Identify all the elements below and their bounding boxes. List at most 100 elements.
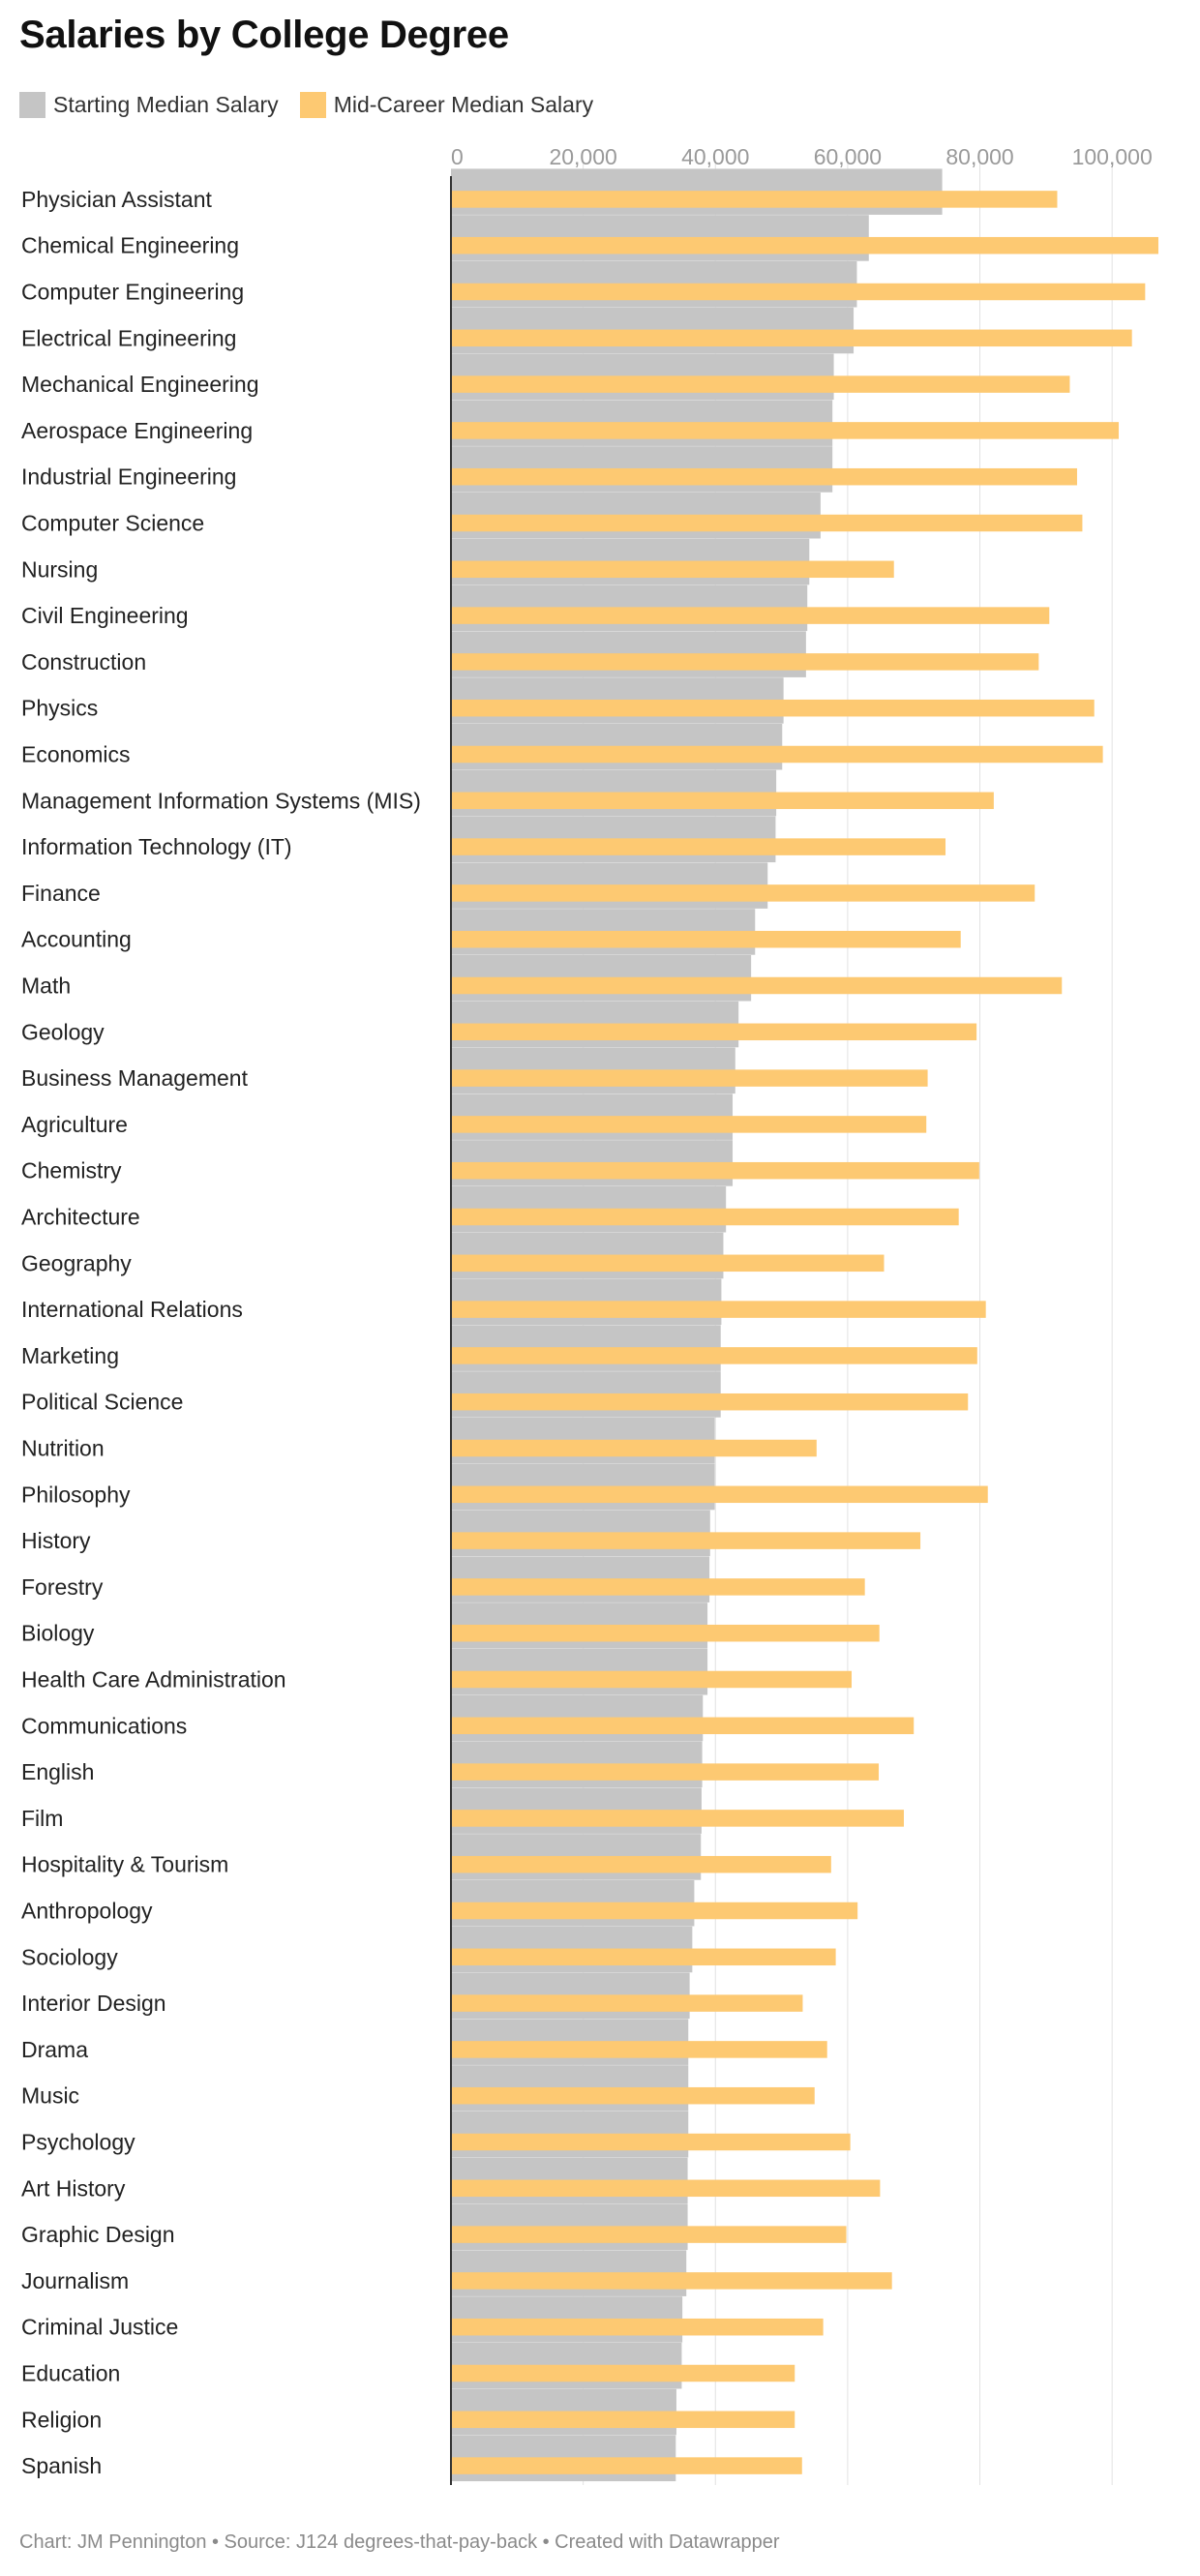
bar-mid-career (451, 375, 1070, 393)
category-label: Drama (21, 2037, 88, 2062)
category-label: Nursing (21, 556, 98, 582)
bar-mid-career (451, 2041, 827, 2058)
category-label: Math (21, 973, 71, 999)
category-label: History (21, 1528, 91, 1553)
category-label: Graphic Design (21, 2222, 175, 2247)
category-label: Sociology (21, 1944, 118, 1969)
category-label: Political Science (21, 1390, 183, 1415)
category-label: Agriculture (21, 1112, 128, 1137)
bar-mid-career (451, 1301, 986, 1318)
bar-mid-career (451, 2364, 795, 2382)
bar-mid-career (451, 1902, 858, 1920)
bar-mid-career (451, 1670, 853, 1689)
category-label: Film (21, 1806, 63, 1831)
bar-mid-career (451, 1161, 979, 1180)
category-label: International Relations (21, 1297, 243, 1322)
category-label: Education (21, 2361, 120, 2386)
legend-label-starting: Starting Median Salary (53, 91, 279, 117)
category-label: Architecture (21, 1205, 140, 1230)
bar-mid-career (451, 191, 1058, 208)
category-label: Anthropology (21, 1899, 153, 1924)
bar-mid-career (451, 1347, 977, 1364)
bar-mid-career (451, 1254, 885, 1273)
category-label: Economics (21, 742, 130, 767)
category-label: Physician Assistant (21, 187, 212, 212)
category-label: Aerospace Engineering (21, 418, 253, 443)
bar-mid-career (451, 1624, 880, 1642)
category-label: Philosophy (21, 1482, 131, 1507)
bar-mid-career (451, 1810, 904, 1827)
bar-mid-career (451, 560, 894, 579)
category-label: Nutrition (21, 1436, 105, 1461)
chart-legend: Starting Median Salary Mid-Career Median… (19, 90, 615, 119)
bar-mid-career (451, 2086, 815, 2105)
bar-mid-career (451, 699, 1095, 717)
bar-mid-career (451, 1717, 915, 1735)
bar-mid-career (451, 884, 1035, 902)
bar-mid-career (451, 838, 946, 855)
x-tick-label: 100,000 (1072, 144, 1153, 169)
category-label: Computer Science (21, 511, 204, 536)
bar-mid-career (451, 1439, 817, 1457)
category-label: Art History (21, 2175, 126, 2201)
category-label: Forestry (21, 1574, 104, 1600)
bar-mid-career (451, 607, 1050, 624)
bar-mid-career (451, 2457, 802, 2474)
category-label: Communications (21, 1713, 187, 1738)
bar-mid-career (451, 653, 1039, 671)
category-label: Information Technology (IT) (21, 834, 292, 859)
category-label: Interior Design (21, 1991, 166, 2016)
x-tick-label: 40,000 (681, 144, 749, 169)
bar-mid-career (451, 1208, 959, 1226)
category-label: Psychology (21, 2130, 135, 2155)
bar-mid-career (451, 1393, 969, 1411)
bar-mid-career (451, 2179, 881, 2198)
category-label: Mechanical Engineering (21, 372, 259, 397)
category-label: Criminal Justice (21, 2315, 178, 2340)
category-label: English (21, 1759, 94, 1784)
legend-label-mid-career: Mid-Career Median Salary (333, 91, 594, 117)
bar-mid-career (451, 1485, 988, 1504)
bar-mid-career (451, 2133, 851, 2151)
x-tick-label: 80,000 (945, 144, 1013, 169)
legend-item-starting: Starting Median Salary (19, 91, 279, 118)
bar-mid-career (451, 2272, 892, 2290)
category-label: Health Care Administration (21, 1667, 286, 1692)
category-label: Business Management (21, 1065, 249, 1091)
bar-mid-career (451, 1116, 927, 1133)
category-label: Accounting (21, 927, 132, 952)
bar-mid-career (451, 2226, 847, 2243)
category-label: Management Information Systems (MIS) (21, 788, 421, 813)
bar-mid-career (451, 792, 994, 810)
legend-swatch-starting (19, 91, 45, 118)
category-label: Construction (21, 649, 146, 674)
bar-mid-career (451, 976, 1063, 995)
bar-mid-career (451, 329, 1132, 347)
category-label: Industrial Engineering (21, 464, 236, 490)
chart-title: Salaries by College Degree (19, 14, 509, 56)
bar-chart: 0 20,000 40,000 60,000 80,000 100,000 Physicia… (21, 144, 1158, 2485)
chart-footer: Chart: JM Pennington • Source: J124 degr… (19, 2531, 780, 2553)
bar-mid-career (451, 2411, 795, 2429)
category-label: Marketing (21, 1343, 119, 1368)
bar-mid-career (451, 930, 961, 948)
category-label: Geology (21, 1019, 105, 1044)
bar-mid-career (451, 1023, 977, 1041)
category-label: Chemical Engineering (21, 233, 239, 258)
x-tick-label: 20,000 (549, 144, 616, 169)
category-label: Religion (21, 2407, 102, 2432)
bar-mid-career (451, 745, 1103, 764)
legend-item-mid-career: Mid-Career Median Salary (299, 91, 594, 118)
bar-mid-career (451, 1763, 880, 1781)
bar-mid-career (451, 283, 1146, 301)
category-label: Electrical Engineering (21, 325, 236, 350)
category-label: Hospitality & Tourism (21, 1852, 228, 1877)
x-tick-label: 60,000 (814, 144, 882, 169)
bar-mid-career (451, 1948, 836, 1966)
category-label: Spanish (21, 2453, 102, 2478)
bar-mid-career (451, 236, 1158, 255)
category-label: Geography (21, 1250, 132, 1275)
bar-mid-career (451, 2318, 824, 2336)
bar-mid-career (451, 1532, 921, 1549)
legend-swatch-mid-career (299, 91, 326, 118)
